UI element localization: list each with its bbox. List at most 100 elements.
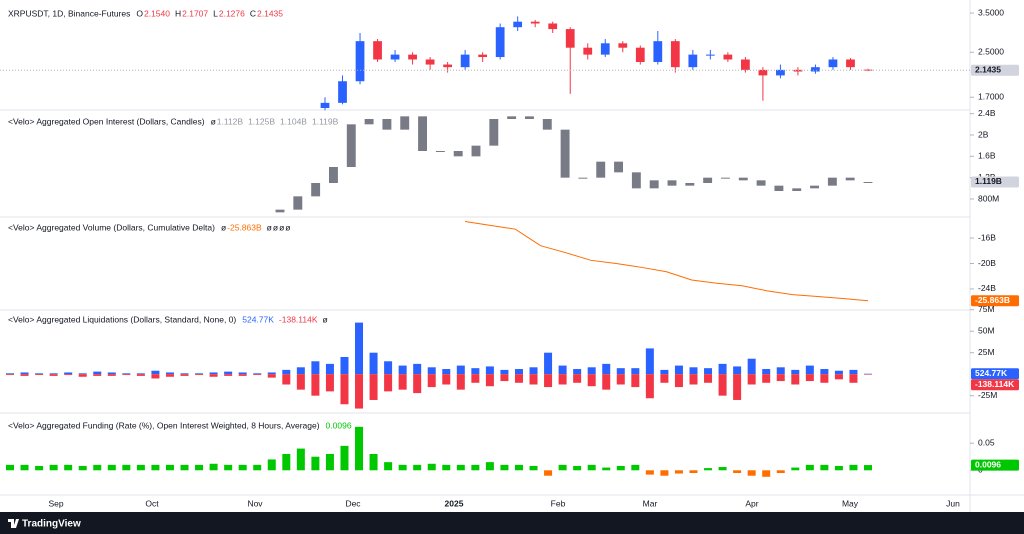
bar [704,374,713,383]
bar [529,465,538,471]
bar [805,464,814,471]
bar [456,365,465,375]
y-tick-label: 25M [978,347,995,357]
bar [471,374,480,383]
candle-body [793,69,803,72]
y-tick-label: 2.5000 [978,47,1004,57]
last-value-box [971,379,1019,391]
bar [544,470,553,476]
x-axis-label: Mar [643,498,658,508]
pane-legend-value: -138.114K [279,314,318,324]
bar [718,467,727,471]
pane-legend-value: 2.1540 [144,8,170,18]
last-value-label: -138.114K [975,379,1015,389]
pane-legend-value: -25.863B [227,222,262,232]
bar [442,464,451,471]
candle-body [542,119,552,130]
candle-body [471,145,481,157]
candle-body [507,116,517,119]
candle-body [489,119,499,146]
bar [645,470,654,475]
candle-body [408,54,417,60]
x-axis-label: Oct [145,498,159,508]
y-tick-label: 50M [978,325,995,335]
candle-body [845,177,855,181]
bar [296,367,305,375]
bar [849,464,858,471]
x-axis-label: Feb [551,498,566,508]
bar [602,374,611,390]
candle-body [688,54,698,68]
bar [151,374,160,379]
candle-body [530,21,540,24]
bar [558,374,567,385]
candle-body [721,177,730,179]
tradingview-logo[interactable]: TradingView [8,519,81,530]
pane-legend-value: ø [273,222,278,232]
bar [791,369,800,375]
bar [529,374,538,385]
bar [296,374,305,390]
bar [442,369,451,375]
bar [820,374,829,383]
bar [849,374,858,383]
bar [776,367,785,375]
bar [340,356,349,375]
y-tick-label: 1.7000 [978,91,1004,101]
pane-legend-value: ø [267,222,272,232]
bar [224,464,233,471]
bar [456,374,465,390]
bar [20,464,29,471]
bar [616,465,625,471]
candle-body [723,54,733,60]
candle-body [495,27,505,58]
pane-legend-value: C [250,8,256,18]
bar [674,365,683,375]
pane-legend-title: XRPUSDT, 1D, Binance-Futures [8,8,130,18]
bar [6,464,14,471]
bar [427,367,436,375]
candle-body [705,54,715,56]
bar [660,470,669,476]
candle-body [560,129,570,178]
bar [35,374,44,376]
candle-body [631,172,641,189]
bar [6,373,14,375]
candle-body [685,183,695,186]
candle-body [618,43,628,48]
y-tick-label: 800M [978,193,999,203]
candle-body [565,29,575,48]
candle-body [863,181,873,183]
bar [6,374,14,376]
bar [660,374,669,383]
candle-body [293,196,303,210]
bar [151,464,160,471]
bar [122,374,131,376]
pane-legend-value: ø [221,222,226,232]
pane-legend-value: 1.112B [217,116,244,126]
pane-legend-title: <Velo> Aggregated Funding (Rate (%), Ope… [8,420,320,430]
y-tick-label: 1.6B [978,151,996,161]
bar [645,374,654,399]
last-value-label: 2.1435 [975,64,1001,74]
bar [64,464,73,471]
bar [325,363,334,375]
candle-body [453,151,463,157]
bar [35,373,44,375]
bar [78,465,87,471]
bar [384,374,393,392]
bar [805,365,814,375]
bar [689,367,698,375]
bar [718,374,727,396]
candle-body [600,43,610,55]
candle-body [525,116,534,119]
bar [282,454,291,471]
bar [514,374,523,383]
bar [485,366,494,375]
bar [442,374,451,385]
bar [398,365,407,375]
bar [834,374,843,380]
bar [689,470,698,473]
bar [456,464,465,471]
